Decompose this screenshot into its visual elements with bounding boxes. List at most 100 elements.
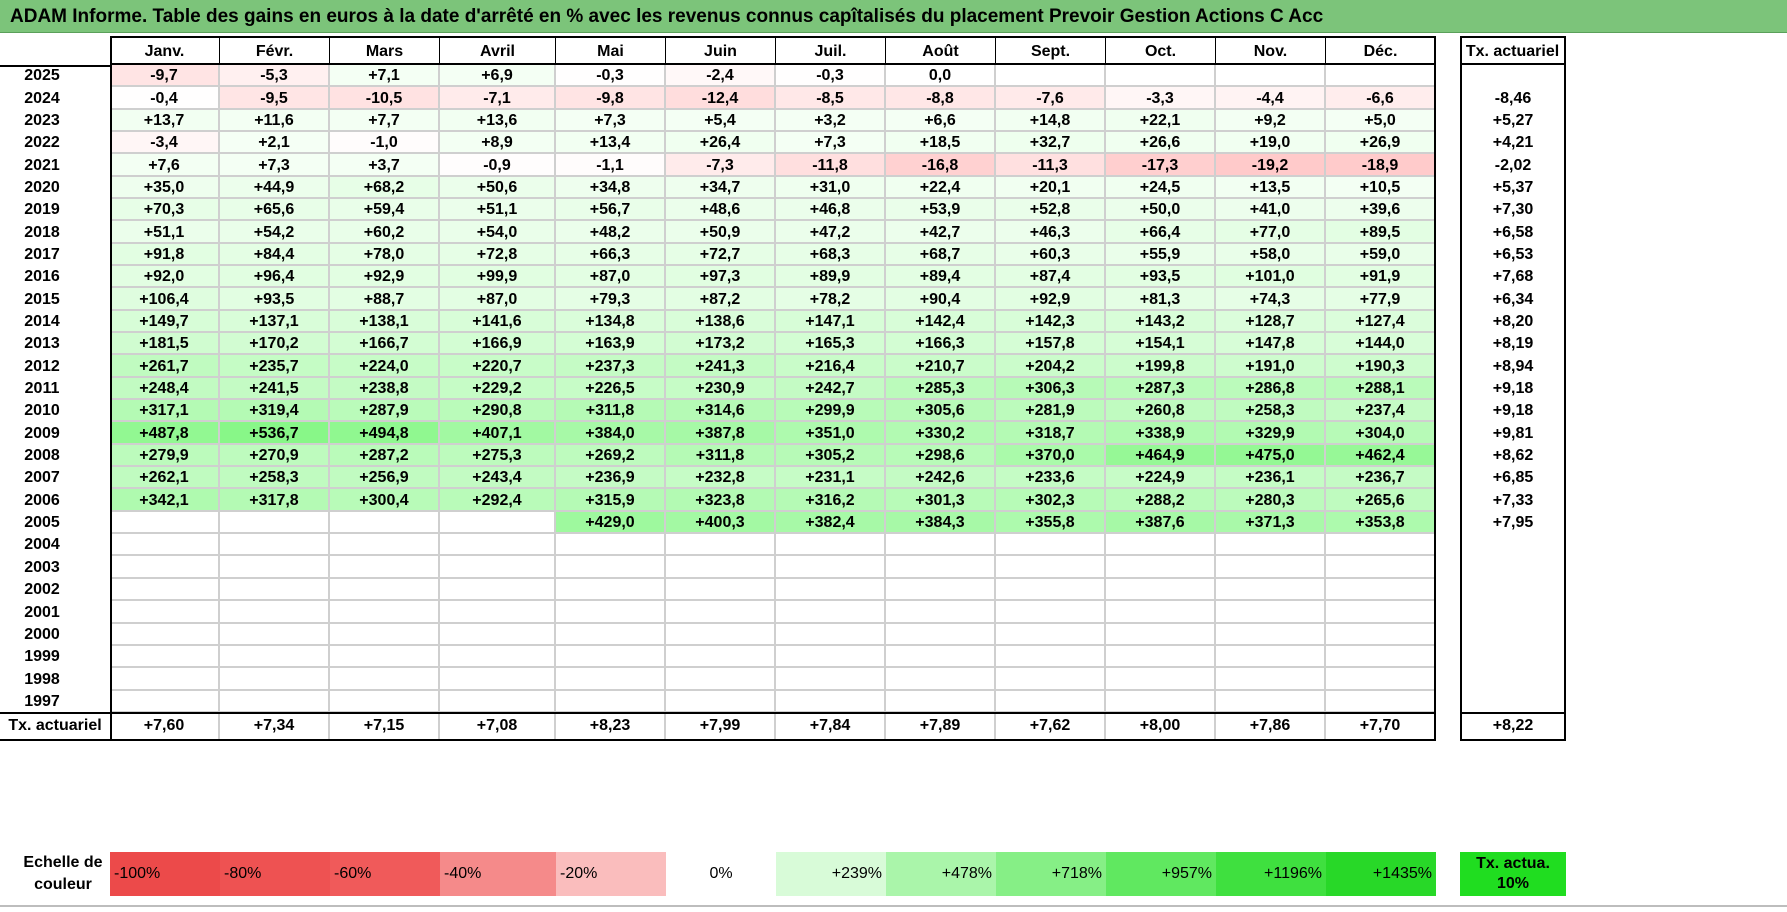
table-cell: +487,8: [110, 422, 220, 445]
color-scale-swatch: -80%: [220, 852, 330, 896]
table-cell: [1326, 624, 1436, 646]
table-cell: +298,6: [886, 445, 996, 467]
table-cell: +407,1: [440, 422, 556, 445]
footer-annual-cell: +8,22: [1460, 713, 1566, 739]
table-cell: [556, 556, 666, 579]
table-cell: +66,4: [1106, 221, 1216, 244]
table-cell: [1326, 556, 1436, 579]
table-cell: +305,6: [886, 400, 996, 422]
table-cell: [1326, 691, 1436, 713]
table-cell: +97,3: [666, 266, 776, 288]
color-scale-swatch: +718%: [996, 852, 1106, 896]
table-cell: +237,4: [1326, 400, 1436, 422]
table-cell: [556, 601, 666, 624]
footer-cell: +7,34: [220, 713, 330, 739]
table-cell: +429,0: [556, 512, 666, 534]
table-cell: +166,7: [330, 333, 440, 355]
table-cell: [1106, 646, 1216, 668]
table-cell: +35,0: [110, 177, 220, 199]
table-cell: +87,2: [666, 288, 776, 311]
footer-divider: [0, 712, 1436, 714]
table-cell: [440, 512, 556, 534]
table-cell: [1216, 691, 1326, 713]
table-cell: -6,6: [1326, 87, 1436, 110]
footer-cell: +7,62: [996, 713, 1106, 739]
year-label: 2025: [24, 67, 60, 84]
table-cell: [1216, 579, 1326, 601]
annual-rate-cell: +4,21: [1460, 132, 1566, 154]
table-cell: [1106, 65, 1216, 87]
month-header: Févr.: [220, 36, 330, 65]
table-cell: +96,4: [220, 266, 330, 288]
annual-rate-cell: -8,46: [1460, 87, 1566, 110]
table-cell: +59,0: [1326, 244, 1436, 266]
month-header: Juin: [666, 36, 776, 65]
table-cell: -4,4: [1216, 87, 1326, 110]
table-cell: [996, 556, 1106, 579]
table-cell: [110, 646, 220, 668]
table-cell: +142,4: [886, 311, 996, 333]
table-cell: +89,9: [776, 266, 886, 288]
table-cell: +138,6: [666, 311, 776, 333]
annual-rate-cell: [1460, 534, 1566, 556]
table-cell: +384,0: [556, 422, 666, 445]
year-label: 2023: [24, 112, 60, 129]
table-cell: +261,7: [110, 355, 220, 378]
table-cell: +22,1: [1106, 110, 1216, 132]
table-cell: +181,5: [110, 333, 220, 355]
table-cell: [776, 624, 886, 646]
table-cell: -10,5: [330, 87, 440, 110]
month-header: Oct.: [1106, 36, 1216, 65]
table-cell: [220, 646, 330, 668]
table-cell: [886, 646, 996, 668]
table-cell: +319,4: [220, 400, 330, 422]
table-cell: +92,0: [110, 266, 220, 288]
table-cell: +87,0: [556, 266, 666, 288]
footer-cell: +7,89: [886, 713, 996, 739]
table-cell: +316,2: [776, 489, 886, 512]
table-cell: +39,6: [1326, 199, 1436, 221]
table-cell: +44,9: [220, 177, 330, 199]
table-cell: +242,6: [886, 467, 996, 489]
table-cell: +58,0: [1216, 244, 1326, 266]
table-cell: +204,2: [996, 355, 1106, 378]
table-cell: [440, 646, 556, 668]
table-cell: +56,7: [556, 199, 666, 221]
footer-cell: +7,86: [1216, 713, 1326, 739]
table-cell: +281,9: [996, 400, 1106, 422]
table-cell: +55,9: [1106, 244, 1216, 266]
table-cell: [886, 534, 996, 556]
footer-cell: +7,15: [330, 713, 440, 739]
table-cell: +47,2: [776, 221, 886, 244]
annual-rate-cell: +6,58: [1460, 221, 1566, 244]
color-scale-label: Echelle de couleur: [23, 854, 103, 893]
year-label: 2007: [24, 469, 60, 486]
month-header: Juil.: [776, 36, 886, 65]
table-cell: +93,5: [220, 288, 330, 311]
table-cell: [996, 601, 1106, 624]
table-cell: +210,7: [886, 355, 996, 378]
annual-rate-cell: [1460, 601, 1566, 624]
table-cell: [1216, 624, 1326, 646]
table-cell: +10,5: [1326, 177, 1436, 199]
footer-cell: +7,08: [440, 713, 556, 739]
table-cell: +99,9: [440, 266, 556, 288]
table-cell: +270,9: [220, 445, 330, 467]
table-cell: +191,0: [1216, 355, 1326, 378]
annual-scale-swatch: Tx. actua. 10%: [1460, 852, 1566, 896]
table-cell: +74,3: [1216, 288, 1326, 311]
table-cell: +170,2: [220, 333, 330, 355]
table-cell: +147,1: [776, 311, 886, 333]
table-cell: +84,4: [220, 244, 330, 266]
table-cell: +93,5: [1106, 266, 1216, 288]
table-cell: [776, 579, 886, 601]
annual-rate-cell: +7,33: [1460, 489, 1566, 512]
table-cell: [996, 534, 1106, 556]
table-cell: +3,2: [776, 110, 886, 132]
table-cell: -0,4: [110, 87, 220, 110]
table-cell: [886, 556, 996, 579]
table-cell: [996, 691, 1106, 713]
table-cell: +166,3: [886, 333, 996, 355]
year-label: 2014: [24, 313, 60, 330]
table-cell: +287,2: [330, 445, 440, 467]
